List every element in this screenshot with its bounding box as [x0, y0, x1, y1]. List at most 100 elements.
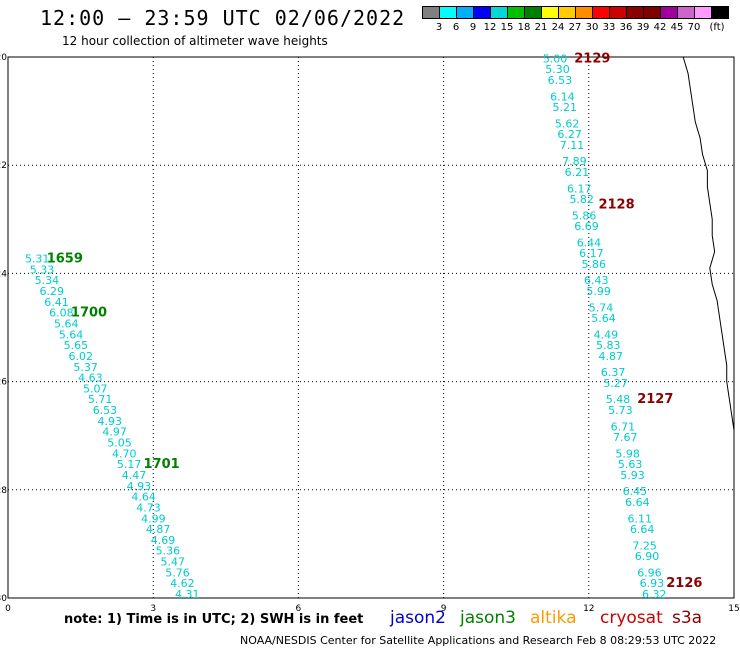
wave-height-value: 5.86 — [572, 209, 597, 222]
wave-height-value: 4.93 — [98, 415, 123, 428]
wave-height-value: 4.70 — [112, 447, 137, 460]
colorbar-label: 24 — [551, 22, 565, 33]
pass-time-label: 1701 — [144, 457, 180, 472]
colorbar-label: 6 — [452, 22, 460, 33]
legend-item-jason2: jason2 — [390, 608, 446, 628]
wave-height-value: 5.99 — [586, 285, 611, 298]
wave-height-value: 4.47 — [122, 469, 146, 482]
wave-height-value: 5.00 — [543, 52, 568, 65]
pass-time-label: 1700 — [71, 306, 107, 321]
colorbar-label: 21 — [534, 22, 548, 33]
colorbar-label: 27 — [568, 22, 582, 33]
wave-height-value: 4.73 — [136, 501, 161, 514]
wave-height-value: 5.65 — [64, 339, 89, 352]
colorbar-label: (ft) — [709, 22, 725, 33]
colorbar-swatch — [711, 6, 729, 19]
page-subtitle: 12 hour collection of altimeter wave hei… — [62, 34, 328, 48]
wave-height-value: 5.21 — [553, 101, 578, 114]
wave-height-value: 5.30 — [545, 63, 570, 76]
page-title: 12:00 – 23:59 UTC 02/06/2022 — [40, 6, 406, 30]
wave-height-value: 5.82 — [569, 193, 594, 206]
colorbar-label: 42 — [653, 22, 667, 33]
wave-height-value: 6.53 — [93, 404, 118, 417]
coastline — [682, 56, 735, 431]
wave-height-value: 4.93 — [127, 480, 152, 493]
wave-height-value: 5.74 — [589, 301, 614, 314]
colorbar-label: 39 — [636, 22, 650, 33]
wave-height-value: 6.27 — [557, 128, 582, 141]
wave-height-value: 6.64 — [625, 496, 650, 509]
y-tick-label: -26 — [0, 378, 7, 388]
wave-height-value: 6.71 — [611, 420, 636, 433]
wave-height-value: 6.41 — [44, 296, 69, 309]
pass-time-label: 2126 — [666, 576, 702, 591]
wave-height-value: 4.63 — [78, 372, 103, 385]
wave-height-value: 5.48 — [606, 393, 631, 406]
x-tick-label: 3 — [150, 604, 156, 614]
wave-height-value: 6.93 — [640, 577, 665, 590]
colorbar-label: 3 — [435, 22, 443, 33]
x-tick-label: 6 — [296, 604, 302, 614]
y-tick-label: -24 — [0, 269, 7, 279]
colorbar-label: 15 — [500, 22, 514, 33]
pass-time-label: 1659 — [47, 252, 83, 267]
pass-time-label: 2129 — [574, 51, 610, 66]
wave-height-value: 5.31 — [25, 253, 50, 266]
wave-height-value: 5.64 — [54, 318, 78, 331]
wave-height-value: 5.64 — [591, 312, 616, 325]
wave-height-value: 6.44 — [577, 236, 602, 249]
wave-height-value: 5.33 — [30, 263, 54, 276]
colorbar-label: 33 — [602, 22, 616, 33]
wave-height-value: 5.27 — [603, 377, 628, 390]
wave-height-value: 4.64 — [131, 491, 156, 504]
wave-height-value: 5.34 — [35, 274, 60, 287]
footer-note: note: 1) Time is in UTC; 2) SWH is in fe… — [64, 612, 364, 627]
wave-height-value: 6.45 — [623, 485, 648, 498]
wave-height-value: 6.21 — [565, 166, 590, 179]
wave-height-value: 5.63 — [618, 458, 643, 471]
wave-height-value: 7.25 — [632, 539, 657, 552]
wave-height-value: 6.96 — [637, 566, 662, 579]
wave-height-value: 5.83 — [596, 339, 621, 352]
y-tick-label: -30 — [0, 594, 7, 604]
wave-height-value: 6.37 — [601, 366, 626, 379]
wave-height-value: 6.43 — [584, 274, 609, 287]
legend-item-jason3: jason3 — [460, 608, 516, 628]
x-tick-label: 9 — [441, 604, 447, 614]
plot-frame — [7, 56, 735, 599]
wave-height-value: 5.76 — [165, 566, 190, 579]
wave-height-value: 6.17 — [579, 247, 604, 260]
wave-height-value: 6.17 — [567, 182, 592, 195]
y-tick-label: -22 — [0, 161, 7, 171]
colorbar-label: 12 — [483, 22, 497, 33]
pass-time-label: 2127 — [637, 392, 673, 407]
colorbar-label: 70 — [687, 22, 701, 33]
wave-height-value: 5.05 — [107, 437, 132, 450]
wave-height-value: 5.93 — [620, 469, 645, 482]
x-tick-label: 15 — [728, 604, 739, 614]
wave-height-value: 7.11 — [560, 139, 585, 152]
colorbar-label: 9 — [469, 22, 477, 33]
x-tick-label: 12 — [583, 604, 594, 614]
wave-height-value: 6.64 — [630, 523, 655, 536]
wave-height-value: 7.89 — [562, 155, 587, 168]
wave-height-value: 5.98 — [615, 447, 640, 460]
colorbar-label: 18 — [517, 22, 531, 33]
wave-height-value: 4.62 — [170, 577, 195, 590]
legend-item-s3a: s3a — [672, 608, 703, 628]
wave-height-value: 4.69 — [151, 534, 176, 547]
wave-height-value: 6.02 — [69, 350, 94, 363]
wave-height-value: 6.90 — [635, 550, 660, 563]
wave-height-value: 6.11 — [628, 512, 653, 525]
wave-height-value: 4.99 — [141, 512, 166, 525]
wave-height-value: 5.36 — [156, 545, 181, 558]
colorbar-label: 45 — [670, 22, 684, 33]
wave-height-value: 6.29 — [39, 285, 64, 298]
wave-height-value: 6.32 — [642, 588, 667, 601]
credit-line: NOAA/NESDIS Center for Satellite Applica… — [240, 634, 717, 647]
wave-height-value: 6.14 — [550, 90, 575, 103]
wave-height-value: 5.07 — [83, 382, 108, 395]
wave-height-value: 5.47 — [160, 556, 185, 569]
colorbar-labels: 3 6 9 12 15 18 21 24 27 30 33 36 39 42 45 70 (ft) — [422, 22, 740, 34]
